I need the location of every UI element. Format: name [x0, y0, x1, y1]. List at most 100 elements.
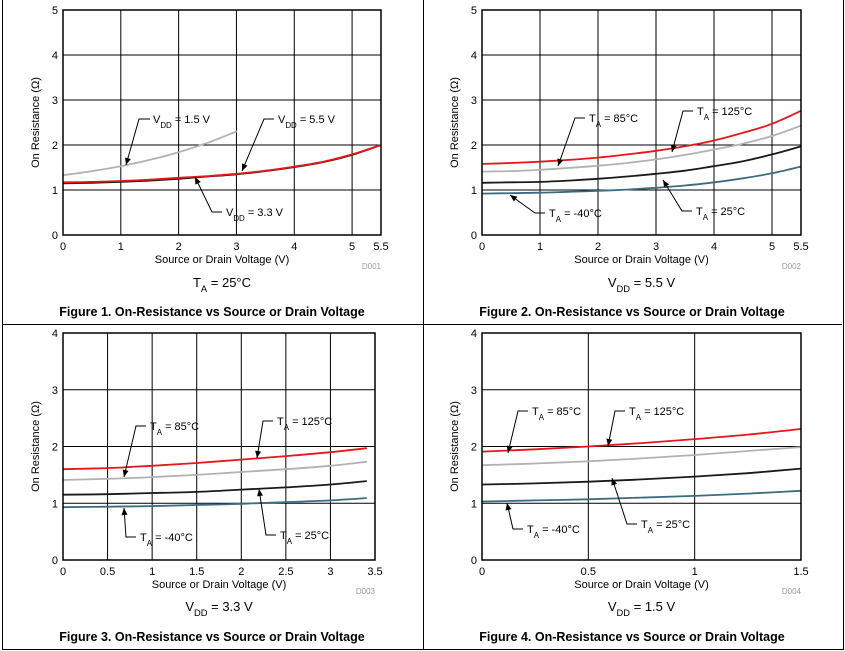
figure-code: D002 — [782, 262, 802, 271]
plot-area-frame — [62, 9, 382, 236]
condition-label: VDD = 3.3 V — [185, 599, 253, 618]
annotation-arrowhead — [121, 508, 128, 516]
x-tick-label: 1 — [149, 566, 155, 578]
x-tick-label: 1.5 — [189, 566, 204, 578]
x-tick-label: 1.5 — [793, 566, 808, 578]
y-axis-label: On Resistance (Ω) — [30, 77, 42, 168]
figure-2: 0 1 2 3 4 5 5.5 0 1 2 3 4 5 Source or Drain Voltage (… — [449, 5, 809, 319]
y-axis-label: On Resistance (Ω) — [30, 401, 42, 492]
series-line-4 — [63, 497, 367, 509]
x-tick-label: 3 — [327, 566, 333, 578]
y-tick-label: 5 — [52, 5, 58, 17]
series-annotation-label: VDD = 1.5 V — [153, 114, 211, 130]
y-tick-label: 0 — [52, 555, 58, 567]
x-tick-label: 0.5 — [581, 566, 596, 578]
y-axis-label: On Resistance (Ω) — [449, 401, 461, 492]
x-tick-label: 0 — [60, 241, 66, 253]
series-line-4 — [482, 165, 801, 195]
x-tick-label: 3 — [233, 241, 239, 253]
series-annotation-label: TA = 85°C — [589, 113, 638, 129]
y-tick-label: 5 — [471, 5, 477, 17]
x-tick-label: 5 — [769, 241, 775, 253]
plot-area-frame — [62, 332, 376, 561]
x-axis-label: Source or Drain Voltage (V) — [152, 579, 287, 591]
series-annotation-label: TA = 125°C — [697, 106, 752, 122]
series-line-2 — [482, 124, 801, 173]
annotation-arrowhead — [510, 195, 518, 202]
gridlines — [482, 10, 801, 235]
annotation-arrowhead — [505, 503, 512, 511]
series-line-2 — [63, 144, 381, 185]
annotation-arrowhead — [670, 144, 677, 152]
annotation-leader — [125, 118, 150, 166]
series-line-3 — [482, 467, 801, 486]
figure-title: Figure 3. On-Resistance vs Source or Dra… — [59, 630, 364, 644]
x-tick-label: 1 — [537, 241, 543, 253]
series-annotation-label: TA = -40°C — [140, 532, 193, 548]
y-tick-label: 1 — [471, 498, 477, 510]
series-line-2 — [482, 446, 801, 467]
x-tick-label: 5.5 — [793, 241, 808, 253]
condition-label: VDD = 1.5 V — [608, 599, 676, 618]
annotation-arrowhead — [122, 469, 129, 477]
x-tick-label: 5.5 — [373, 241, 388, 253]
annotation-arrowhead — [125, 157, 131, 165]
annotation-leader — [509, 194, 545, 214]
annotation-arrowhead — [506, 445, 513, 453]
figure-code: D004 — [782, 587, 802, 596]
x-tick-label: 1 — [118, 241, 124, 253]
series-line-4 — [482, 489, 801, 503]
plot-area-frame — [481, 9, 802, 236]
annotation-arrowhead — [557, 158, 564, 166]
gridlines — [482, 333, 801, 560]
series-annotation-label: TA = 85°C — [532, 406, 581, 422]
x-tick-label: 2 — [176, 241, 182, 253]
gridlines — [63, 333, 375, 560]
figure-1: 0 1 2 3 4 5 5.5 0 1 2 3 4 5 Source or Drain Voltage (… — [30, 5, 389, 319]
y-tick-label: 4 — [471, 50, 477, 62]
annotation-leader — [241, 118, 274, 172]
figure-title: Figure 2. On-Resistance vs Source or Dra… — [479, 305, 784, 319]
annotation-leader — [507, 410, 528, 454]
figure-code: D003 — [356, 587, 376, 596]
series-line-3 — [482, 145, 801, 184]
x-axis-label: Source or Drain Voltage (V) — [155, 254, 290, 266]
annotation-arrowhead — [255, 450, 262, 458]
x-tick-label: 2 — [595, 241, 601, 253]
x-tick-label: 0.5 — [100, 566, 115, 578]
annotation-leader — [194, 176, 222, 213]
x-axis-label: Source or Drain Voltage (V) — [574, 579, 709, 591]
y-tick-label: 0 — [52, 230, 58, 242]
y-tick-label: 1 — [52, 498, 58, 510]
series-annotation-label: TA = 125°C — [277, 416, 332, 432]
series-group — [482, 109, 801, 195]
annotation-leader — [123, 425, 146, 478]
figure-4: 0 0.5 1 1.5 0 1 2 3 4 Source or Drain Voltage (V)… — [449, 328, 809, 644]
series-annotation-label: VDD = 5.5 V — [278, 114, 336, 130]
annotation-arrowhead — [241, 163, 248, 171]
annotation-leader — [506, 502, 523, 530]
annotation-arrowhead — [195, 177, 201, 185]
y-tick-label: 4 — [471, 328, 477, 340]
y-tick-label: 4 — [52, 328, 58, 340]
y-tick-label: 0 — [471, 555, 477, 567]
y-tick-label: 2 — [52, 442, 58, 454]
annotation-arrowhead — [663, 180, 670, 188]
series-line-1 — [63, 447, 367, 471]
x-tick-label: 4 — [291, 241, 297, 253]
series-line-1 — [63, 130, 238, 177]
figure-title: Figure 4. On-Resistance vs Source or Dra… — [479, 630, 784, 644]
plot-area-frame — [481, 332, 802, 561]
annotation-leader — [671, 110, 693, 153]
x-tick-label: 4 — [711, 241, 717, 253]
annotation-leader — [662, 179, 692, 212]
gridlines — [63, 10, 381, 235]
x-tick-label: 2 — [238, 566, 244, 578]
x-tick-label: 3.5 — [367, 566, 382, 578]
x-tick-label: 3 — [653, 241, 659, 253]
series-line-3 — [63, 480, 367, 496]
y-tick-label: 2 — [52, 140, 58, 152]
annotation-arrowhead — [257, 489, 264, 497]
